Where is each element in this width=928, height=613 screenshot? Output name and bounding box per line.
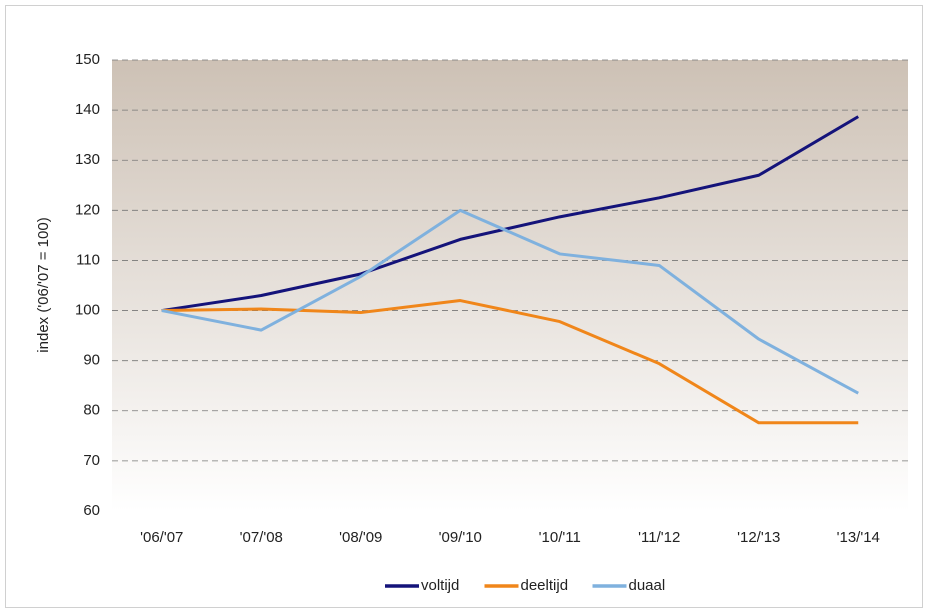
- y-tick-label: 120: [75, 201, 100, 218]
- series-line: [161, 208, 859, 395]
- x-tick-label: '10/'11: [539, 529, 581, 546]
- series-line: [161, 115, 860, 313]
- x-tick-label: '11/'12: [638, 529, 680, 546]
- plot-area: [112, 60, 908, 511]
- x-tick-label: '13/'14: [837, 529, 880, 546]
- legend-label: voltijd: [421, 577, 459, 594]
- y-tick-label: 90: [83, 352, 100, 369]
- y-tick-label: 130: [75, 151, 100, 168]
- y-tick-label: 140: [75, 101, 100, 118]
- y-axis-label: index ('06/'07 = 100): [35, 217, 52, 352]
- y-tick-label: 60: [83, 502, 100, 519]
- y-tick-label: 110: [76, 251, 100, 268]
- series-line: [161, 299, 859, 425]
- x-tick-label: '08/'09: [339, 529, 382, 546]
- legend-label: duaal: [629, 577, 666, 594]
- legend-label: deeltijd: [521, 577, 569, 594]
- y-tick-label: 80: [83, 402, 100, 419]
- y-tick-label: 100: [75, 302, 100, 319]
- x-tick-label: '12/'13: [737, 529, 780, 546]
- x-tick-label: '07/'08: [240, 529, 283, 546]
- y-tick-label: 70: [83, 452, 100, 469]
- y-tick-label: 150: [75, 51, 100, 68]
- x-tick-label: '06/'07: [140, 529, 183, 546]
- x-tick-label: '09/'10: [439, 529, 482, 546]
